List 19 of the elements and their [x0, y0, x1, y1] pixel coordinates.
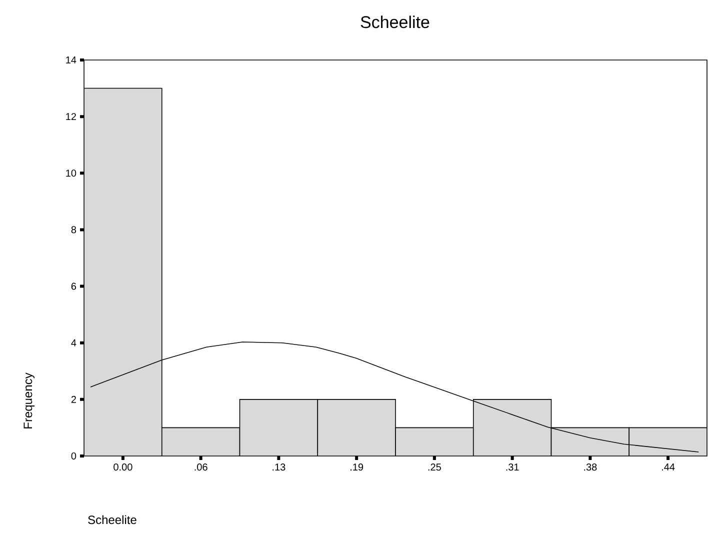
chart-title: Scheelite	[360, 16, 430, 28]
x-tick-label: .31	[506, 464, 519, 471]
x-tick-label: .19	[350, 464, 364, 471]
y-tick-label: 8	[71, 226, 76, 234]
y-tick-label: 2	[71, 396, 76, 403]
x-tick-label: .44	[662, 464, 675, 470]
x-tick-label: .13	[272, 464, 286, 471]
y-axis-title: Frequency	[24, 372, 35, 428]
y-tick-label: 6	[71, 282, 76, 290]
x-axis-title: Scheelite	[88, 515, 136, 524]
x-tick-label: .06	[194, 464, 208, 471]
x-tick-label: 0.00	[114, 464, 132, 471]
y-tick-label: 4	[71, 339, 76, 346]
x-tick-label: .25	[428, 464, 441, 471]
y-tick-label: 14	[66, 56, 76, 64]
y-tick-label: 0	[71, 452, 76, 460]
y-tick-label: 10	[66, 170, 76, 177]
x-tick-label: .38	[584, 464, 597, 471]
y-tick-label: 12	[66, 113, 76, 120]
